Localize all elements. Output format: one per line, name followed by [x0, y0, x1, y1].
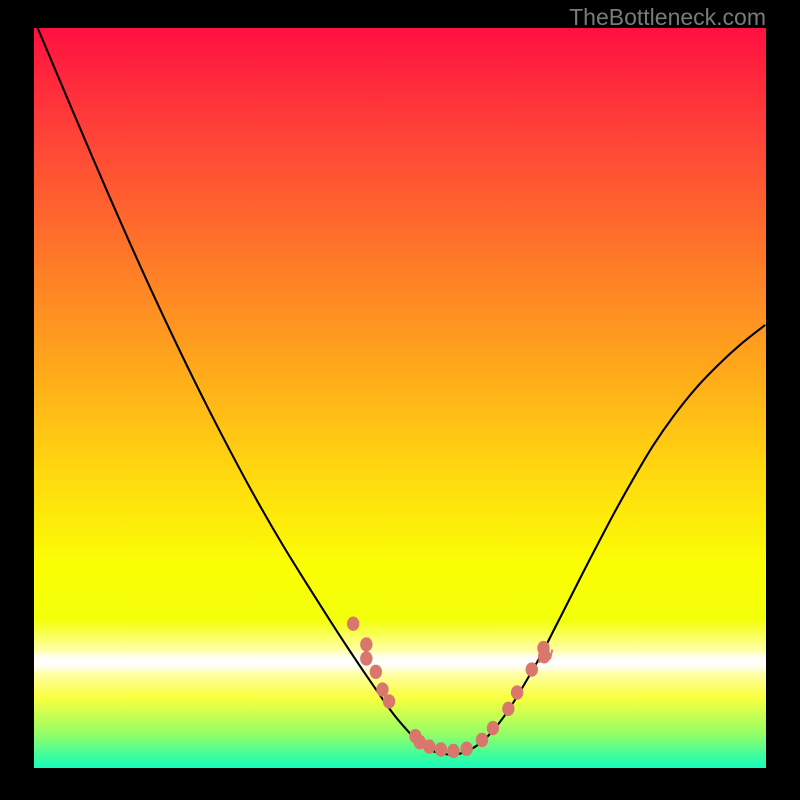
- chart-svg: [34, 28, 766, 768]
- gradient-background: [34, 28, 766, 768]
- curve-marker: [511, 685, 523, 699]
- curve-marker: [526, 662, 538, 676]
- curve-marker: [435, 742, 447, 756]
- curve-marker: [460, 742, 472, 756]
- curve-marker: [360, 637, 372, 651]
- curve-marker: [370, 665, 382, 679]
- curve-marker: [538, 649, 550, 663]
- curve-marker: [487, 721, 499, 735]
- curve-marker: [360, 651, 372, 665]
- curve-marker: [423, 739, 435, 753]
- curve-marker: [383, 694, 395, 708]
- curve-marker: [447, 744, 459, 758]
- curve-marker: [347, 617, 359, 631]
- curve-marker: [376, 682, 388, 696]
- curve-marker: [502, 702, 514, 716]
- plot-area: [34, 28, 766, 768]
- watermark-text: TheBottleneck.com: [569, 4, 766, 31]
- curve-marker: [476, 733, 488, 747]
